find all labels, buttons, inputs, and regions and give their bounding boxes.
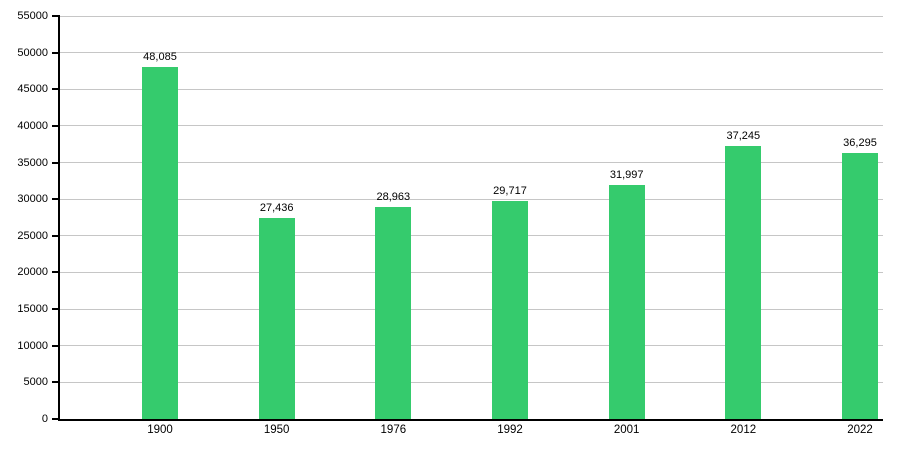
bar-value-label: 31,997 [609, 168, 644, 181]
y-tick-label: 30000 [17, 193, 48, 206]
gridline [60, 125, 883, 127]
y-tick-label: 15000 [17, 303, 48, 316]
x-tick-label: 2022 [847, 424, 873, 436]
y-tick-label: 40000 [17, 119, 48, 132]
y-tick-label: 55000 [17, 10, 48, 22]
bar-value-label: 29,717 [493, 185, 527, 198]
x-tick-label: 1992 [497, 424, 523, 436]
y-axis-line [58, 15, 60, 421]
bar [492, 201, 528, 419]
x-tick-label: 2001 [613, 424, 640, 436]
y-axis-tick [52, 234, 60, 237]
x-tick-label: 1900 [147, 424, 173, 436]
y-tick-label: 20000 [17, 266, 48, 279]
bar [842, 153, 878, 419]
bar-value-label: 27,436 [259, 201, 294, 214]
y-axis-tick [52, 198, 60, 201]
bar [608, 184, 645, 419]
x-tick-label: 2012 [730, 424, 757, 436]
bar [725, 146, 762, 419]
x-axis-line [58, 419, 883, 421]
y-axis-tick [52, 344, 60, 347]
y-tick-label: 10000 [17, 339, 48, 352]
bar [258, 217, 295, 419]
y-axis-tick [52, 418, 60, 420]
y-tick-label: 5000 [23, 376, 48, 389]
gridline [60, 15, 883, 17]
y-tick-label: 0 [41, 413, 48, 425]
y-tick-label: 25000 [17, 229, 48, 242]
y-axis-tick [52, 271, 60, 274]
bar-value-label: 28,963 [376, 190, 411, 203]
y-tick-label: 50000 [17, 46, 48, 59]
y-axis-tick [52, 124, 60, 127]
bar-value-label: 48,085 [143, 50, 177, 63]
y-axis-tick [52, 381, 60, 384]
y-axis-tick [52, 308, 60, 311]
bar [142, 66, 178, 419]
y-axis-tick [52, 161, 60, 164]
y-tick-label: 45000 [17, 83, 48, 96]
gridline [60, 88, 883, 90]
x-tick-label: 1976 [380, 424, 407, 436]
bar-value-label: 37,245 [726, 130, 761, 143]
x-tick-label: 1950 [263, 424, 290, 436]
bar-value-label: 36,295 [843, 137, 877, 150]
y-axis-tick [52, 15, 60, 17]
y-axis-tick [52, 88, 60, 91]
y-axis-tick [52, 51, 60, 54]
y-tick-label: 35000 [17, 156, 48, 169]
bar [375, 206, 412, 419]
